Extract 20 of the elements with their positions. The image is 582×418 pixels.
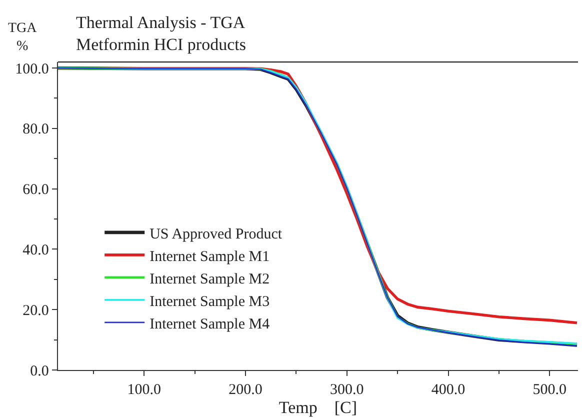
legend-label: US Approved Product [150,226,283,242]
legend-label: Internet Sample M4 [150,316,270,332]
y-tick-label: 80.0 [22,122,49,138]
chart-title: Thermal Analysis - TGA [76,13,246,32]
x-tick-label: 300.0 [330,382,364,398]
y-tick-label: 60.0 [22,182,49,198]
x-tick-label: 400.0 [431,382,466,398]
y-tick-label: 20.0 [22,302,49,319]
x-tick-label: 200.0 [228,382,262,398]
legend-label: Internet Sample M1 [150,248,270,265]
y-tick-label: 100.0 [15,61,49,78]
legend-label: Internet Sample M2 [150,271,270,288]
x-tick-label: 500.0 [532,382,566,398]
y-tick-label: 0.0 [30,363,49,380]
legend-label: Internet Sample M3 [150,294,270,310]
chart-subtitle: Metformin HCI products [76,35,246,54]
x-axis-title: Temp [C] [278,398,358,418]
y-axis-title: TGA % [8,21,38,54]
x-tick-label: 100.0 [127,382,162,398]
y-tick-label: 40.0 [22,242,49,258]
